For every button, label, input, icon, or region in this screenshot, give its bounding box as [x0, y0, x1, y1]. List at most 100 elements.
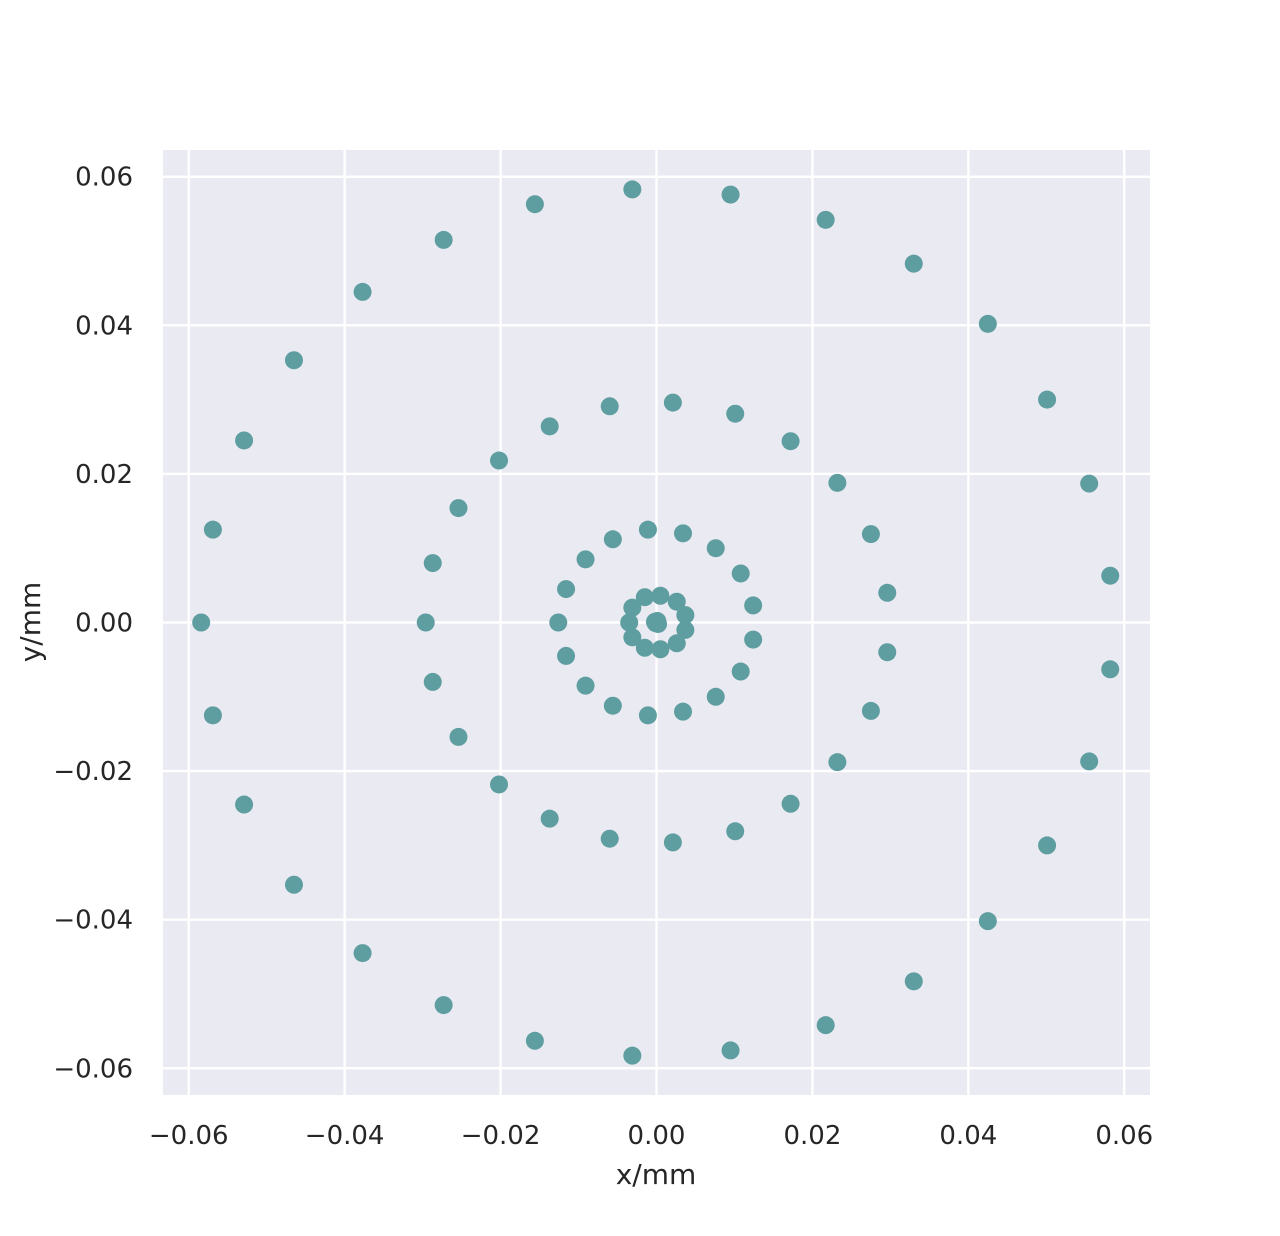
scatter-point — [235, 431, 254, 450]
scatter-point — [434, 996, 453, 1015]
scatter-point — [603, 530, 622, 549]
scatter-point — [861, 525, 880, 544]
y-tick-label: −0.02 — [53, 757, 133, 787]
scatter-point — [744, 630, 763, 649]
x-tick-label: −0.04 — [305, 1121, 385, 1151]
scatter-point — [1080, 474, 1099, 493]
scatter-point — [904, 254, 923, 273]
scatter-point — [676, 606, 695, 625]
scatter-point — [434, 230, 453, 249]
scatter-point — [203, 520, 222, 539]
scatter-point — [648, 613, 667, 632]
scatter-point — [600, 397, 619, 416]
scatter-point — [878, 583, 897, 602]
scatter-point — [449, 499, 468, 518]
scatter-point — [878, 643, 897, 662]
x-tick-label: 0.00 — [628, 1121, 686, 1151]
scatter-point — [549, 613, 568, 632]
scatter-point — [620, 613, 639, 632]
scatter-point — [676, 620, 695, 639]
scatter-point — [674, 702, 693, 721]
data-points — [192, 180, 1120, 1065]
scatter-point — [576, 676, 595, 695]
scatter-point — [192, 613, 211, 632]
y-tick-label: −0.04 — [53, 906, 133, 936]
scatter-point — [540, 417, 559, 436]
scatter-point — [1080, 752, 1099, 771]
scatter-point — [623, 180, 642, 199]
scatter-point — [978, 912, 997, 931]
y-tick-label: 0.04 — [75, 311, 133, 341]
scatter-point — [600, 829, 619, 848]
scatter-point — [978, 314, 997, 333]
y-tick-label: −0.06 — [53, 1054, 133, 1084]
y-tick-label: 0.06 — [75, 163, 133, 193]
scatter-point — [603, 696, 622, 715]
y-tick-label: 0.00 — [75, 609, 133, 639]
scatter-point — [490, 451, 509, 470]
scatter-point — [663, 393, 682, 412]
scatter-point — [557, 580, 576, 599]
y-axis-ticks: −0.06 −0.04 −0.02 0.00 0.02 0.04 0.06 — [53, 163, 133, 1085]
scatter-point — [525, 1031, 544, 1050]
scatter-point — [638, 706, 657, 725]
scatter-point — [235, 795, 254, 814]
scatter-point — [416, 613, 435, 632]
scatter-point — [423, 672, 442, 691]
scatter-point — [667, 634, 686, 653]
scatter-point — [726, 822, 745, 841]
y-tick-label: 0.02 — [75, 460, 133, 490]
scatter-point — [576, 550, 595, 569]
x-tick-label: 0.04 — [939, 1121, 997, 1151]
scatter-point — [744, 596, 763, 615]
scatter-point — [635, 638, 654, 657]
scatter-point — [284, 351, 303, 370]
x-tick-label: −0.06 — [149, 1121, 229, 1151]
scatter-point — [1038, 390, 1057, 409]
scatter-point — [623, 1046, 642, 1065]
scatter-point — [525, 195, 544, 214]
scatter-point — [623, 598, 642, 617]
x-tick-label: 0.02 — [783, 1121, 841, 1151]
scatter-point — [423, 554, 442, 573]
scatter-point — [663, 833, 682, 852]
x-tick-label: −0.02 — [461, 1121, 541, 1151]
scatter-point — [816, 210, 835, 229]
scatter-point — [651, 640, 670, 659]
scatter-point — [557, 646, 576, 665]
x-axis-ticks: −0.06 −0.04 −0.02 0.00 0.02 0.04 0.06 — [149, 1121, 1153, 1151]
scatter-point — [861, 701, 880, 720]
scatter-point — [726, 404, 745, 423]
scatter-point — [623, 628, 642, 647]
scatter-point — [706, 687, 725, 706]
scatter-point — [353, 944, 372, 963]
scatter-point — [904, 972, 923, 991]
scatter-point — [731, 662, 750, 681]
scatter-point — [828, 473, 847, 492]
scatter-point — [706, 539, 725, 558]
scatter-point — [721, 1041, 740, 1060]
x-axis-label: x/mm — [616, 1158, 697, 1191]
scatter-point — [674, 524, 693, 543]
scatter-point — [635, 588, 654, 607]
scatter-point — [721, 185, 740, 204]
scatter-point — [638, 520, 657, 539]
scatter-point — [1101, 660, 1120, 679]
scatter-point — [490, 775, 509, 794]
x-tick-label: 0.06 — [1095, 1121, 1153, 1151]
scatter-point — [667, 592, 686, 611]
scatter-point — [816, 1016, 835, 1035]
scatter-point — [540, 809, 559, 828]
scatter-point — [203, 706, 222, 725]
scatter-point — [828, 753, 847, 772]
scatter-point — [1038, 836, 1057, 855]
y-axis-label: y/mm — [14, 582, 47, 663]
scatter-point — [1101, 566, 1120, 585]
scatter-point — [781, 432, 800, 451]
scatter-point — [781, 794, 800, 813]
scatter-point — [284, 875, 303, 894]
scatter-point — [449, 727, 468, 746]
scatter-point — [353, 282, 372, 301]
